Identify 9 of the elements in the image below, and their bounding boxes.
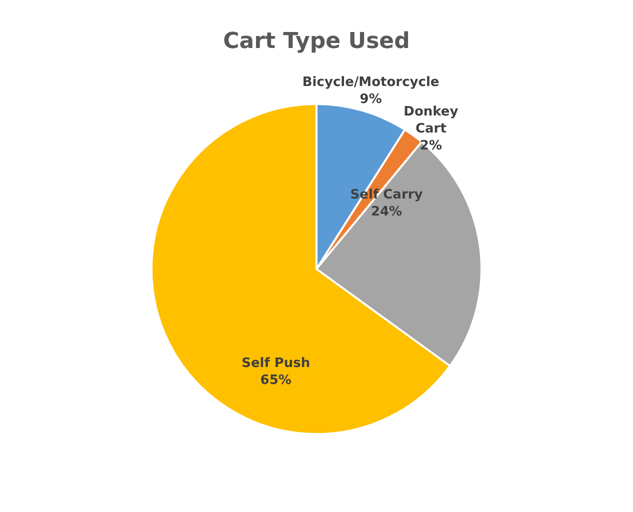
slice-label: Bicycle/Motorcycle: [302, 75, 440, 90]
data-label: 24%: [370, 204, 402, 220]
data-label: 65%: [260, 372, 292, 388]
slice-label: Self Push: [242, 356, 310, 371]
data-label: 2%: [420, 138, 442, 154]
chart-title: Cart Type Used: [223, 29, 410, 54]
slice-label: Self Carry: [350, 187, 424, 202]
slice-label: Donkey Cart: [404, 104, 459, 136]
data-label: 9%: [360, 92, 382, 108]
